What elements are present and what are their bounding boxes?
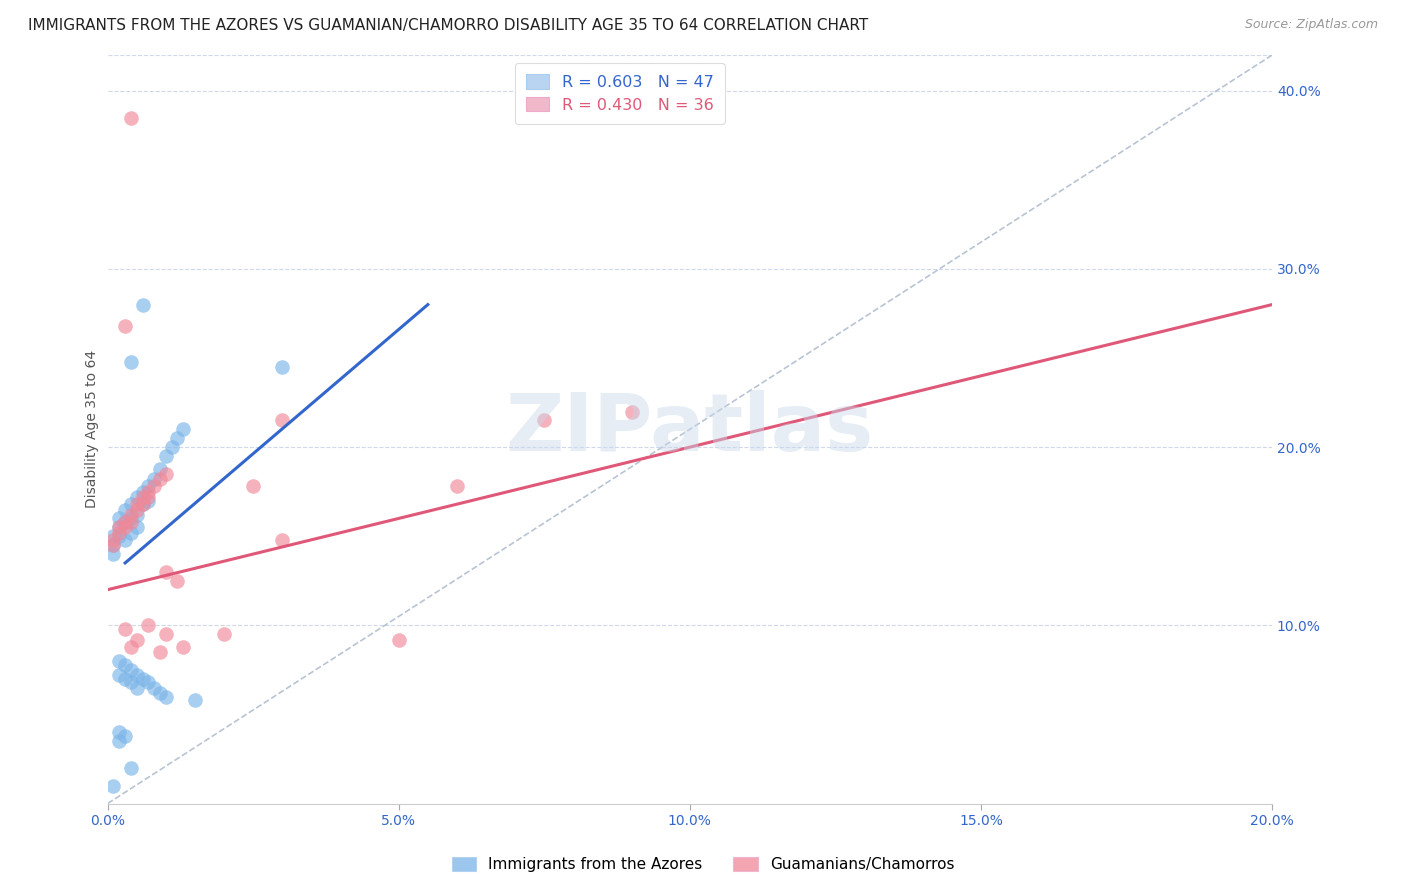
- Point: [108, 529, 131, 543]
- Point: [125, 632, 148, 647]
- Point: [108, 525, 131, 540]
- Point: [172, 422, 194, 436]
- Legend: R = 0.603   N = 47, R = 0.430   N = 36: R = 0.603 N = 47, R = 0.430 N = 36: [515, 63, 724, 124]
- Point: [155, 565, 177, 579]
- Point: [388, 632, 411, 647]
- Point: [114, 520, 136, 534]
- Point: [114, 622, 136, 636]
- Text: IMMIGRANTS FROM THE AZORES VS GUAMANIAN/CHAMORRO DISABILITY AGE 35 TO 64 CORRELA: IMMIGRANTS FROM THE AZORES VS GUAMANIAN/…: [28, 18, 869, 33]
- Point: [271, 413, 294, 427]
- Point: [131, 672, 153, 686]
- Point: [533, 413, 555, 427]
- Point: [114, 729, 136, 743]
- Point: [271, 533, 294, 547]
- Point: [114, 318, 136, 333]
- Point: [108, 520, 131, 534]
- Point: [155, 690, 177, 704]
- Point: [155, 449, 177, 463]
- Y-axis label: Disability Age 35 to 64: Disability Age 35 to 64: [86, 351, 100, 508]
- Point: [172, 640, 194, 654]
- Point: [149, 472, 172, 486]
- Point: [114, 515, 136, 529]
- Point: [103, 538, 125, 552]
- Point: [620, 404, 643, 418]
- Point: [108, 511, 131, 525]
- Point: [149, 461, 172, 475]
- Point: [125, 497, 148, 511]
- Point: [131, 484, 153, 499]
- Point: [149, 686, 172, 700]
- Point: [242, 479, 264, 493]
- Point: [103, 533, 125, 547]
- Point: [108, 725, 131, 739]
- Point: [103, 547, 125, 561]
- Point: [108, 734, 131, 748]
- Point: [212, 627, 235, 641]
- Point: [143, 479, 166, 493]
- Point: [120, 640, 142, 654]
- Point: [143, 681, 166, 695]
- Point: [114, 533, 136, 547]
- Point: [155, 627, 177, 641]
- Point: [108, 654, 131, 668]
- Point: [271, 359, 294, 374]
- Point: [446, 479, 468, 493]
- Point: [103, 538, 125, 552]
- Point: [120, 511, 142, 525]
- Point: [103, 779, 125, 793]
- Point: [125, 668, 148, 682]
- Point: [108, 520, 131, 534]
- Point: [160, 440, 183, 454]
- Point: [166, 574, 188, 588]
- Point: [120, 354, 142, 368]
- Point: [120, 508, 142, 522]
- Text: ZIPatlas: ZIPatlas: [506, 391, 875, 468]
- Point: [131, 490, 153, 504]
- Point: [125, 681, 148, 695]
- Point: [138, 479, 160, 493]
- Point: [120, 111, 142, 125]
- Text: Source: ZipAtlas.com: Source: ZipAtlas.com: [1244, 18, 1378, 31]
- Point: [138, 675, 160, 690]
- Point: [155, 467, 177, 481]
- Point: [149, 645, 172, 659]
- Point: [125, 490, 148, 504]
- Point: [103, 529, 125, 543]
- Point: [120, 761, 142, 775]
- Point: [114, 672, 136, 686]
- Point: [114, 502, 136, 516]
- Point: [166, 431, 188, 445]
- Point: [138, 490, 160, 504]
- Point: [131, 497, 153, 511]
- Point: [114, 515, 136, 529]
- Point: [114, 657, 136, 672]
- Point: [120, 515, 142, 529]
- Point: [120, 663, 142, 677]
- Point: [120, 525, 142, 540]
- Point: [138, 484, 160, 499]
- Point: [120, 497, 142, 511]
- Point: [138, 493, 160, 508]
- Point: [138, 618, 160, 632]
- Legend: Immigrants from the Azores, Guamanians/Chamorros: Immigrants from the Azores, Guamanians/C…: [444, 849, 962, 880]
- Point: [120, 675, 142, 690]
- Point: [125, 508, 148, 522]
- Point: [131, 497, 153, 511]
- Point: [125, 520, 148, 534]
- Point: [184, 693, 207, 707]
- Point: [143, 472, 166, 486]
- Point: [108, 668, 131, 682]
- Point: [125, 502, 148, 516]
- Point: [131, 297, 153, 311]
